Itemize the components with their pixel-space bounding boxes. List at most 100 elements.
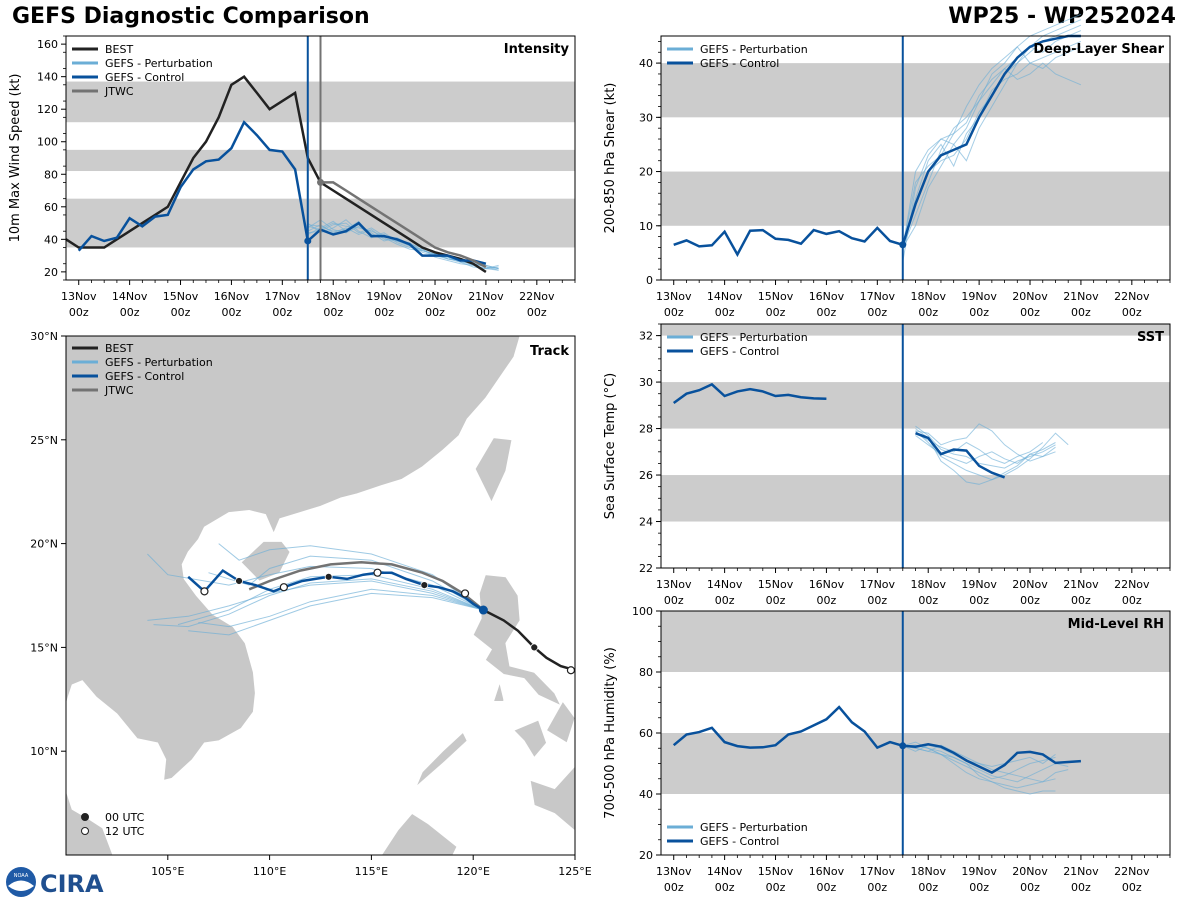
perturbation-track-line: [188, 592, 484, 636]
x-tick-day: 16Nov: [809, 578, 845, 591]
y-tick-label: 0: [646, 274, 653, 287]
y-tick-label: 28: [639, 423, 653, 436]
x-tick-label: 120°E: [456, 865, 489, 878]
x-tick-day: 13Nov: [656, 290, 692, 303]
legend-label: BEST: [105, 43, 133, 56]
x-tick-hour: 00z: [918, 881, 938, 894]
y-tick-label: 30°N: [30, 330, 58, 343]
hainan-land: [240, 541, 291, 582]
panel-shear: 0 10 20 30 40 13Nov 00z 14Nov 00z 15Nov 00z 16Nov 00…: [603, 13, 1171, 319]
x-tick-day: 20Nov: [1012, 865, 1048, 878]
perturbation-member-line: [915, 423, 1056, 462]
y-tick-label: 30: [639, 111, 653, 124]
x-tick-hour: 00z: [120, 306, 140, 319]
x-tick-hour: 00z: [323, 306, 343, 319]
y-tick-label: 20: [639, 849, 653, 862]
perturbation-member-line: [915, 425, 1056, 469]
shaded-band: [661, 382, 1170, 429]
jtwc-line: [320, 181, 487, 269]
x-tick-day: 14Nov: [707, 578, 743, 591]
x-tick-hour: 00z: [1071, 594, 1091, 607]
x-tick-hour: 00z: [918, 594, 938, 607]
control-init-marker: [899, 241, 907, 249]
control-line: [915, 432, 1006, 479]
marker-legend-label: 00 UTC: [105, 811, 145, 824]
legend-label: JTWC: [104, 85, 134, 98]
x-tick-hour: 00z: [1020, 881, 1040, 894]
x-tick-hour: 00z: [1122, 306, 1142, 319]
legend-label: GEFS - Perturbation: [700, 331, 808, 344]
x-tick-hour: 00z: [272, 306, 292, 319]
x-tick-hour: 00z: [867, 881, 887, 894]
x-tick-day: 19Nov: [961, 578, 997, 591]
x-tick-hour: 00z: [969, 306, 989, 319]
x-tick-day: 22Nov: [1114, 578, 1150, 591]
y-tick-label: 80: [44, 168, 58, 181]
x-tick-hour: 00z: [969, 594, 989, 607]
current-position-marker: [478, 605, 488, 615]
perturbation-member-line: [915, 428, 1056, 485]
x-tick-day: 13Nov: [61, 290, 97, 303]
marker-legend-symbol: [81, 827, 89, 835]
plot-frame: [65, 335, 576, 856]
legend-label: GEFS - Perturbation: [105, 57, 213, 70]
x-tick-day: 21Nov: [468, 290, 504, 303]
cira-logo: NOAA CIRA: [6, 867, 104, 898]
jtwc-init-marker: [317, 178, 324, 186]
y-tick-label: 40: [44, 233, 58, 246]
control-init-marker: [304, 237, 312, 245]
control-init-marker: [899, 742, 907, 750]
x-tick-day: 14Nov: [707, 865, 743, 878]
x-tick-day: 16Nov: [214, 290, 250, 303]
perturbation-member-line: [902, 19, 1082, 248]
marker-12utc: [279, 583, 288, 592]
y-axis-label: Sea Surface Temp (°C): [603, 373, 618, 520]
shaded-band: [661, 733, 1170, 794]
perturbation-member-line: [915, 432, 1044, 464]
panel-track: 105°E 110°E 115°E 120°E 125°E 10°N 15°N 20°N 25°…: [30, 330, 592, 878]
x-tick-day: 20Nov: [1012, 578, 1048, 591]
perturbation-track-line: [153, 578, 484, 628]
y-tick-label: 160: [37, 38, 58, 51]
page-title: GEFS Diagnostic Comparison: [12, 4, 370, 29]
x-tick-day: 21Nov: [1063, 290, 1099, 303]
x-tick-day: 15Nov: [758, 865, 794, 878]
perturbation-track-line: [218, 543, 484, 611]
x-tick-day: 17Nov: [860, 865, 896, 878]
x-tick-day: 19Nov: [961, 290, 997, 303]
legend-label: GEFS - Control: [700, 835, 779, 848]
control-line: [77, 120, 487, 265]
x-tick-hour: 00z: [1122, 594, 1142, 607]
marker-00utc: [420, 581, 429, 590]
x-tick-hour: 00z: [1020, 306, 1040, 319]
borneo-land: [381, 812, 458, 855]
storm-id: WP25 - WP252024: [948, 4, 1176, 29]
x-tick-hour: 00z: [664, 306, 684, 319]
y-tick-label: 20: [639, 166, 653, 179]
panel-rh: 20 40 60 80 100 13Nov 00z 14Nov 00z 15Nov 00z 16Nov…: [603, 605, 1171, 894]
x-tick-day: 18Nov: [910, 865, 946, 878]
shaded-band: [661, 475, 1170, 522]
x-tick-hour: 00z: [1020, 594, 1040, 607]
y-tick-label: 60: [44, 201, 58, 214]
x-tick-day: 21Nov: [1063, 578, 1099, 591]
y-tick-label: 20°N: [30, 538, 58, 551]
x-tick-day: 22Nov: [519, 290, 555, 303]
x-tick-day: 13Nov: [656, 578, 692, 591]
x-tick-day: 20Nov: [417, 290, 453, 303]
x-tick-day: 18Nov: [910, 578, 946, 591]
mindanao-land: [529, 765, 575, 832]
x-tick-hour: 00z: [817, 594, 837, 607]
panel-sst: 22 24 26 28 30 32 13Nov 00z 14Nov 00z 15Nov 00z 16No…: [603, 323, 1171, 607]
jtwc-track-line: [248, 561, 485, 611]
panel-title: Intensity: [504, 42, 570, 57]
x-tick-day: 14Nov: [707, 290, 743, 303]
marker-legend-symbol: [81, 813, 89, 821]
x-tick-label: 125°E: [558, 865, 591, 878]
control-track-line: [187, 568, 485, 612]
x-tick-hour: 00z: [1122, 881, 1142, 894]
x-tick-day: 17Nov: [265, 290, 301, 303]
x-tick-hour: 00z: [969, 881, 989, 894]
x-tick-hour: 00z: [715, 881, 735, 894]
